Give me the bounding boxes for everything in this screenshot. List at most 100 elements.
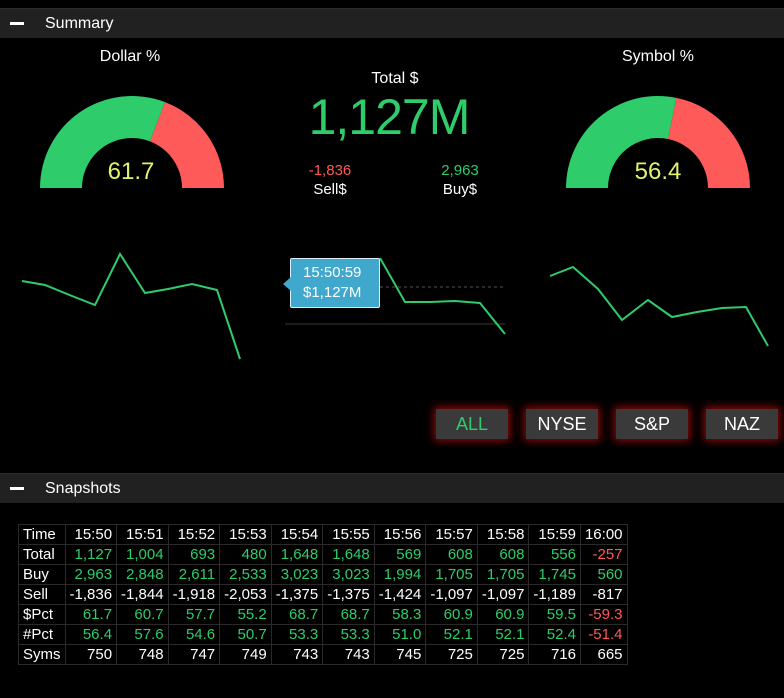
table-header-cell: 16:00 [579,524,628,545]
dollar-gauge-positive-arc [40,95,166,188]
snapshots-table: Time 15:50 15:51 15:52 15:53 15:54 15:55 15:56 1… [18,524,628,665]
table-cell: 725 [425,644,478,665]
table-cell: 52.1 [425,624,478,645]
table-header-cell: Time [18,524,66,545]
table-cell: -59.3 [579,604,628,625]
table-header-cell: 15:57 [425,524,478,545]
table-header-cell: 15:55 [322,524,375,545]
collapse-summary-icon[interactable] [10,22,24,25]
tooltip-value: $1,127M [303,284,362,301]
table-cell: 61.7 [64,604,118,625]
sell-value: -1,836 [308,162,352,179]
table-cell: 1,127 [64,544,118,565]
market-all-button[interactable]: ALL [436,409,508,439]
table-cell: 748 [116,644,169,665]
sell-label: Sell$ [313,181,347,198]
market-sp-button[interactable]: S&P [616,409,688,439]
table-header-row: Time 15:50 15:51 15:52 15:53 15:54 15:55 15:56 1… [18,524,628,545]
table-cell: -1,844 [116,584,169,605]
table-cell: 556 [528,544,581,565]
tooltip-arrow-icon [283,277,291,291]
table-header-cell: 15:50 [64,524,118,545]
table-row: Sell -1,836 -1,844 -1,918 -2,053 -1,375 -1,375… [18,584,628,605]
table-row-label: Total [18,544,66,565]
table-cell: 68.7 [322,604,375,625]
symbol-gauge-negative-arc [667,97,750,188]
table-cell: 665 [579,644,628,665]
dollar-sparkline [21,251,241,360]
table-cell: -1,189 [528,584,581,605]
table-row-label: Sell [18,584,66,605]
table-cell: 749 [219,644,272,665]
table-cell: 2,533 [219,564,272,585]
table-cell: 745 [373,644,427,665]
table-cell: -2,053 [219,584,272,605]
table-cell: 59.5 [528,604,581,625]
total-value: 1,127M [308,89,471,145]
dollar-gauge-negative-arc [149,102,224,188]
table-cell: 60.9 [476,604,530,625]
table-cell: 2,963 [64,564,118,585]
table-row-label: Syms [18,644,66,665]
table-row: Total 1,127 1,004 693 480 1,648 1,648 569 608 608… [18,544,628,565]
symbol-pct-label: Symbol % [621,48,695,65]
table-cell: 58.3 [373,604,427,625]
table-cell: 56.4 [64,624,118,645]
table-header-cell: 15:56 [373,524,427,545]
table-header-cell: 15:52 [167,524,221,545]
table-cell: 54.6 [167,624,221,645]
buy-label: Buy$ [442,181,478,198]
summary-title: Summary [45,15,114,32]
table-cell: 693 [167,544,221,565]
table-cell: -1,375 [270,584,324,605]
table-cell: 60.7 [116,604,169,625]
symbol-gauge-positive-arc [566,95,677,188]
table-cell: 569 [373,544,427,565]
sparkline-area [21,251,769,360]
table-cell: 747 [167,644,221,665]
market-nyse-button[interactable]: NYSE [526,409,598,439]
snapshots-title: Snapshots [45,480,121,497]
table-cell: -1,836 [64,584,118,605]
table-cell: -1,375 [322,584,375,605]
tooltip-time: 15:50:59 [303,264,362,281]
table-cell: 1,648 [322,544,375,565]
table-cell: 57.6 [116,624,169,645]
table-cell: 743 [322,644,375,665]
table-cell: 2,848 [116,564,169,585]
table-cell: 1,994 [373,564,427,585]
table-header-cell: 15:53 [219,524,272,545]
total-label: Total $ [371,70,419,87]
table-cell: 53.3 [322,624,375,645]
market-naz-button[interactable]: NAZ [706,409,778,439]
table-cell: -1,918 [167,584,221,605]
dollar-pct-label: Dollar % [99,48,161,65]
table-row-label: $Pct [18,604,66,625]
table-cell: 52.1 [476,624,530,645]
table-row-label: Buy [18,564,66,585]
table-cell: 480 [219,544,272,565]
snapshots-panel-header: Snapshots [0,473,784,503]
table-cell: -51.4 [579,624,628,645]
table-cell: 1,705 [476,564,530,585]
table-cell: -817 [579,584,628,605]
chart-tooltip: 15:50:59 $1,127M [283,258,380,308]
symbol-pct-value: 56.4 [634,158,682,185]
table-cell: 50.7 [219,624,272,645]
dollar-pct-gauge [40,95,224,188]
table-header-cell: 15:59 [528,524,581,545]
table-cell: 750 [64,644,118,665]
table-cell: 1,745 [528,564,581,585]
center-sparkline [379,257,506,335]
table-row-label: #Pct [18,624,66,645]
table-cell: 725 [476,644,530,665]
symbol-sparkline [549,265,769,347]
table-cell: 51.0 [373,624,427,645]
buy-value: 2,963 [441,162,479,179]
table-row: Buy 2,963 2,848 2,611 2,533 3,023 3,023 1,994 1,… [18,564,628,585]
collapse-snapshots-icon[interactable] [10,487,24,490]
table-cell: 55.2 [219,604,272,625]
table-cell: 743 [270,644,324,665]
table-cell: 68.7 [270,604,324,625]
table-cell: -1,424 [373,584,427,605]
